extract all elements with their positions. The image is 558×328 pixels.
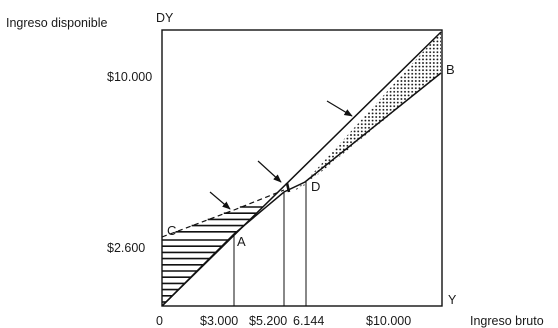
dotted-region xyxy=(305,32,441,182)
x-axis-title: Ingreso bruto xyxy=(470,314,544,328)
point-label-c: C xyxy=(167,223,176,238)
x-tick-5200: $5.200 xyxy=(249,314,287,328)
x-tick-10000: $10.000 xyxy=(366,314,411,328)
origin-label: 0 xyxy=(156,314,163,328)
guaranteed-income-line-c xyxy=(161,189,285,238)
arrow-dotted xyxy=(326,100,353,117)
y-axis-title: Ingreso disponible xyxy=(6,16,108,30)
dotted-region-small xyxy=(292,182,305,192)
disposable-income-curve-b xyxy=(161,72,442,307)
arrow-hatched xyxy=(209,191,231,210)
x-axis-symbol: Y xyxy=(448,293,457,307)
point-label-a: A xyxy=(237,234,246,249)
plot-frame xyxy=(161,29,443,307)
point-label-b: B xyxy=(446,62,455,77)
hatched-region xyxy=(162,206,263,303)
x-tick-3000: $3.000 xyxy=(200,314,238,328)
y-tick-10000: $10.000 xyxy=(107,70,152,84)
y-tick-2600: $2.600 xyxy=(107,241,145,255)
y-axis-symbol: DY xyxy=(156,11,174,25)
point-label-d: D xyxy=(311,179,320,194)
x-tick-6144: 6.144 xyxy=(293,314,324,328)
tick-marker-5200 xyxy=(285,182,291,193)
arrow-tick xyxy=(257,160,282,183)
